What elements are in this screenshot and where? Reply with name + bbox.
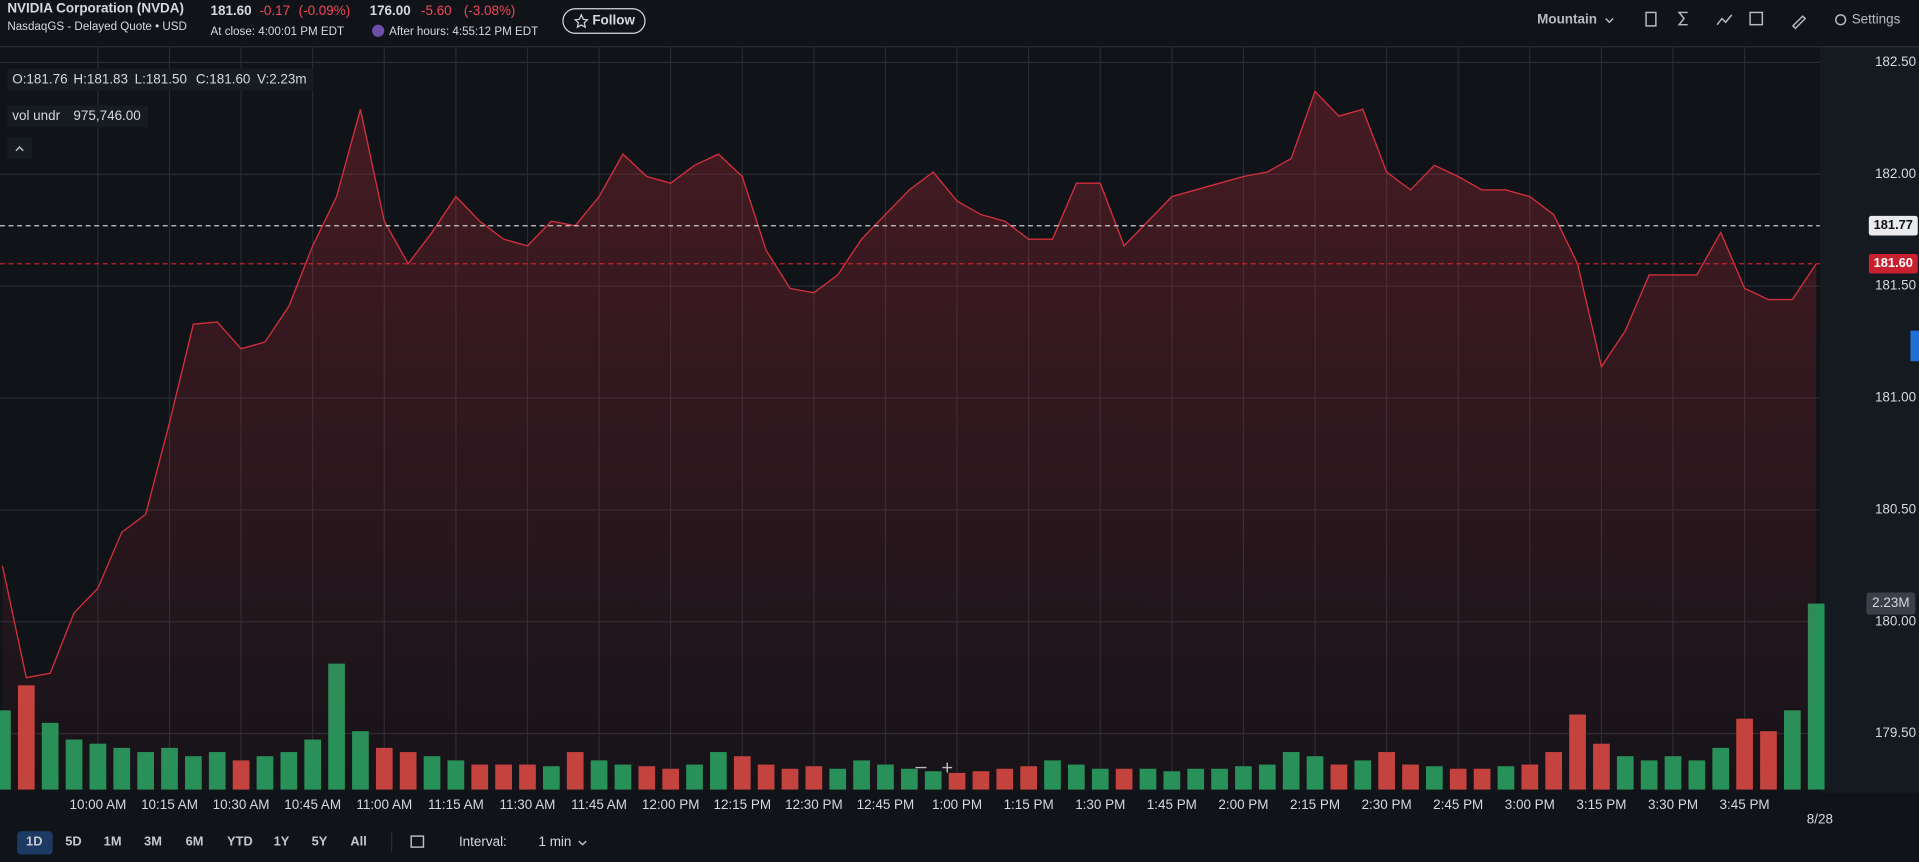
title: NVIDIA Corporation (NVDA)	[7, 0, 184, 15]
x-tick-label: 12:00 PM	[642, 797, 700, 812]
follow-button[interactable]: Follow	[562, 8, 646, 34]
x-tick-label: 11:45 AM	[571, 797, 627, 812]
volume-marker-box	[1866, 592, 1916, 615]
x-tick-label: 10:15 AM	[141, 797, 198, 812]
after-price: 176.00	[370, 3, 411, 18]
price-axis-panel	[1819, 46, 1919, 794]
x-tick-label: 10:30 AM	[213, 797, 270, 812]
range-buttons: 1D 5D 1M 3M 6M YTD 1Y 5Y All	[26, 834, 367, 849]
y-tick-label: 182.00	[1875, 166, 1916, 181]
x-tick-label: 10:45 AM	[284, 797, 341, 812]
chevron[interactable]	[1605, 18, 1614, 24]
last-price-box	[1868, 253, 1918, 274]
caret-icon[interactable]	[15, 146, 24, 152]
after-hours-icon	[372, 24, 385, 37]
interval-chevron[interactable]	[578, 840, 587, 846]
range-button[interactable]: 6M	[186, 834, 204, 849]
settings-icon[interactable]	[1835, 14, 1847, 26]
x-tick-label: 10:00 AM	[69, 797, 126, 812]
close-change: -0.17	[259, 3, 290, 18]
x-tick-label: 11:00 AM	[356, 797, 412, 812]
last-price-label: 181.60	[1874, 255, 1913, 270]
plot: 10:00 AM 10:15 AM 10:30 AM 10:45 AM 11:00 AM…	[0, 46, 1918, 827]
calendar-icon[interactable]	[1749, 11, 1764, 26]
range-button[interactable]: 1M	[104, 834, 122, 849]
x-tick-label: 3:30 PM	[1648, 797, 1698, 812]
x-tick-label: 2:15 PM	[1290, 797, 1340, 812]
collapse-button[interactable]	[7, 137, 32, 160]
x-tick-label: 1:00 PM	[932, 797, 982, 812]
settings[interactable]: Settings	[1852, 11, 1901, 26]
x-tick-label: 2:30 PM	[1362, 797, 1412, 812]
compare-icon[interactable]	[1645, 11, 1657, 27]
study-box	[7, 105, 149, 128]
range-button[interactable]: 1Y	[274, 834, 290, 849]
study-name: vol undr	[12, 108, 60, 123]
events-icon[interactable]	[1716, 14, 1733, 26]
close-change-pct: (-0.09%)	[299, 3, 351, 18]
chart-type[interactable]: Mountain	[1537, 11, 1597, 26]
prev-close-box	[1868, 215, 1918, 236]
follow-outline[interactable]	[562, 8, 646, 34]
y-tick-label: 180.00	[1875, 613, 1916, 628]
draw-icon[interactable]	[1791, 15, 1807, 30]
prev-close-label: 181.77	[1874, 217, 1913, 232]
y-tick-label: 182.50	[1875, 54, 1916, 69]
x-tick-label: 11:15 AM	[428, 797, 484, 812]
subtitle: NasdaqGS - Delayed Quote • USD	[7, 20, 187, 33]
after-time: After hours: 4:55:12 PM EDT	[389, 25, 538, 38]
star-icon[interactable]	[573, 13, 589, 29]
y-tick-label: 179.50	[1875, 725, 1916, 740]
x-tick-label: 2:45 PM	[1433, 797, 1483, 812]
area-fill	[2, 91, 1817, 790]
y-tick-label: 181.00	[1875, 390, 1916, 405]
close-price: 181.60	[211, 3, 252, 18]
ohlc-box	[7, 68, 314, 91]
range-selected[interactable]	[17, 831, 53, 855]
range-button[interactable]: All	[350, 834, 366, 849]
ohlc-high: H:181.83	[73, 71, 128, 86]
follow-label[interactable]: Follow	[592, 13, 635, 28]
x-tick-label: 3:15 PM	[1576, 797, 1626, 812]
ohlc-volume: V:2.23m	[257, 71, 307, 86]
side-tab[interactable]	[1910, 330, 1919, 362]
x-tick-label: 1:30 PM	[1075, 797, 1125, 812]
range-button[interactable]: 5D	[65, 834, 81, 849]
indicator-icon[interactable]	[1677, 11, 1688, 26]
ohlc-low: L:181.50	[135, 71, 187, 86]
zoom-controls[interactable]	[915, 762, 953, 773]
x-tick-label: 1:45 PM	[1147, 797, 1197, 812]
x-tick-label: 3:00 PM	[1505, 797, 1555, 812]
x-tick-label: 3:45 PM	[1720, 797, 1770, 812]
ohlc-close: C:181.60	[196, 71, 251, 86]
y-tick-label: 181.50	[1875, 278, 1916, 293]
x-tick-label: 1:15 PM	[1004, 797, 1054, 812]
volume-marker-label: 2.23M	[1872, 595, 1909, 610]
range-button[interactable]: 1D	[26, 834, 42, 849]
after-change-pct: (-3.08%)	[464, 3, 516, 18]
x-tick-label: 2:00 PM	[1218, 797, 1268, 812]
study-value: 975,746.00	[73, 108, 140, 123]
after-change: -5.60	[421, 3, 452, 18]
interval[interactable]: 1 min	[538, 834, 571, 849]
range-button[interactable]: YTD	[227, 834, 253, 849]
range-button[interactable]: 5Y	[312, 834, 328, 849]
x-tick-label: 11:30 AM	[500, 797, 556, 812]
price-line	[1, 90, 1817, 679]
x-tick-label: 12:30 PM	[785, 797, 843, 812]
x-tick-label: 12:45 PM	[857, 797, 915, 812]
y-tick-label: 180.50	[1875, 501, 1916, 516]
interval-label: Interval:	[459, 834, 507, 849]
ohlc-open: O:181.76	[12, 71, 67, 86]
x-tick-label: 12:15 PM	[713, 797, 771, 812]
close-time: At close: 4:00:01 PM EDT	[211, 25, 345, 38]
date-label: 8/28	[1807, 812, 1833, 827]
range-button[interactable]: 3M	[144, 834, 162, 849]
date-picker-icon[interactable]	[410, 835, 425, 848]
